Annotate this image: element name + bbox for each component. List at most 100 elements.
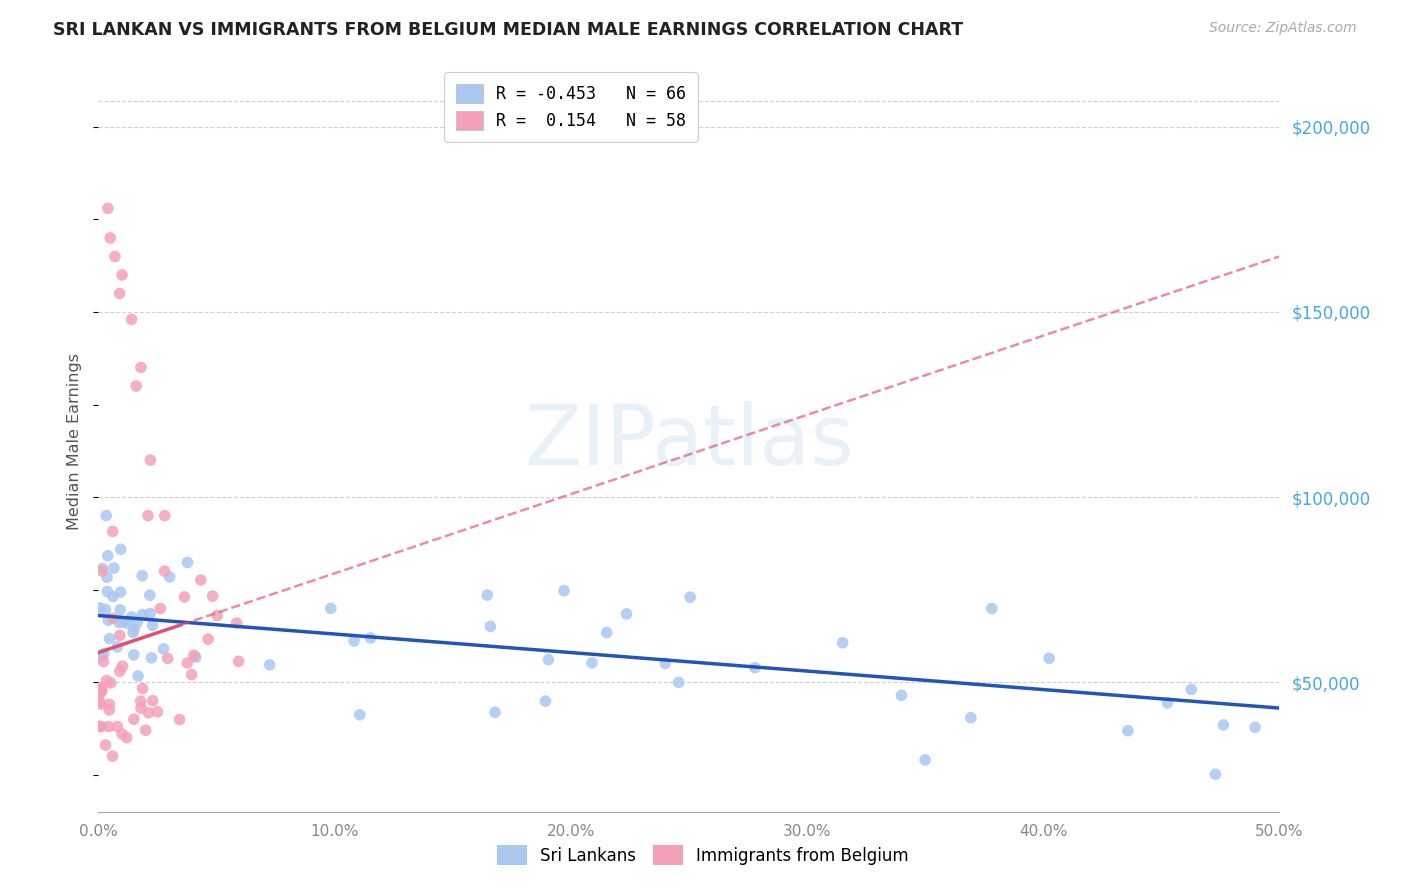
Point xyxy=(127,615,149,630)
Point xyxy=(668,675,690,690)
Point xyxy=(980,601,1002,615)
Point xyxy=(149,601,172,615)
Point xyxy=(141,618,163,632)
Point xyxy=(96,584,118,599)
Point xyxy=(131,568,153,582)
Point xyxy=(173,590,195,604)
Point xyxy=(159,570,181,584)
Point xyxy=(359,631,381,645)
Point xyxy=(135,723,157,738)
Legend: R = -0.453   N = 66, R =  0.154   N = 58: R = -0.453 N = 66, R = 0.154 N = 58 xyxy=(444,72,697,142)
Point xyxy=(108,603,131,617)
Point xyxy=(122,623,145,637)
Point xyxy=(117,616,139,631)
Point xyxy=(108,628,131,642)
Point xyxy=(484,706,506,720)
Point xyxy=(225,616,247,631)
Point xyxy=(97,202,120,216)
Point xyxy=(831,636,853,650)
Point xyxy=(349,707,371,722)
Point xyxy=(101,611,124,625)
Point xyxy=(96,673,118,688)
Y-axis label: Median Male Earnings: Median Male Earnings xyxy=(67,353,83,530)
Point xyxy=(319,601,342,615)
Point xyxy=(131,607,153,622)
Point xyxy=(96,570,118,584)
Point xyxy=(679,590,702,604)
Point xyxy=(111,268,134,282)
Point xyxy=(183,648,205,663)
Point xyxy=(228,654,250,668)
Point xyxy=(93,647,115,661)
Point xyxy=(616,607,638,621)
Point xyxy=(581,656,603,670)
Point xyxy=(105,640,128,654)
Point xyxy=(142,694,165,708)
Point xyxy=(1038,651,1060,665)
Point xyxy=(153,508,176,523)
Point xyxy=(201,589,224,603)
Point xyxy=(176,556,198,570)
Text: Source: ZipAtlas.com: Source: ZipAtlas.com xyxy=(1209,21,1357,36)
Point xyxy=(890,689,912,703)
Point xyxy=(190,573,212,587)
Point xyxy=(98,632,121,646)
Point xyxy=(960,711,983,725)
Point xyxy=(744,660,766,674)
Point xyxy=(146,705,169,719)
Point xyxy=(111,659,134,673)
Text: SRI LANKAN VS IMMIGRANTS FROM BELGIUM MEDIAN MALE EARNINGS CORRELATION CHART: SRI LANKAN VS IMMIGRANTS FROM BELGIUM ME… xyxy=(53,21,963,39)
Point xyxy=(139,607,162,621)
Point xyxy=(89,600,111,615)
Point xyxy=(1244,720,1267,734)
Point xyxy=(89,686,111,700)
Point xyxy=(108,615,131,630)
Point xyxy=(479,619,502,633)
Point xyxy=(89,681,111,696)
Point xyxy=(534,694,557,708)
Point xyxy=(90,681,112,696)
Point xyxy=(121,312,143,326)
Point xyxy=(184,650,207,665)
Point xyxy=(139,588,162,602)
Point xyxy=(156,651,179,665)
Point xyxy=(89,694,111,708)
Point xyxy=(1180,682,1202,697)
Point xyxy=(89,697,111,711)
Point xyxy=(101,749,124,764)
Point xyxy=(93,655,115,669)
Point xyxy=(197,632,219,646)
Point xyxy=(104,250,127,264)
Point xyxy=(97,720,120,734)
Point xyxy=(90,720,112,734)
Point xyxy=(141,650,163,665)
Point xyxy=(115,731,138,745)
Point xyxy=(180,667,202,681)
Point xyxy=(138,706,160,720)
Point xyxy=(91,684,114,698)
Point xyxy=(100,676,122,690)
Point xyxy=(125,379,148,393)
Point xyxy=(97,549,120,563)
Point xyxy=(101,590,124,604)
Point xyxy=(654,657,676,671)
Point xyxy=(129,694,152,708)
Point xyxy=(537,652,560,666)
Legend: Sri Lankans, Immigrants from Belgium: Sri Lankans, Immigrants from Belgium xyxy=(489,837,917,873)
Point xyxy=(122,648,145,662)
Point xyxy=(477,588,499,602)
Point xyxy=(153,564,176,578)
Point xyxy=(94,602,117,616)
Point xyxy=(97,613,120,627)
Point xyxy=(1116,723,1139,738)
Point xyxy=(121,610,143,624)
Point xyxy=(152,641,174,656)
Point xyxy=(259,657,281,672)
Point xyxy=(176,656,198,670)
Point xyxy=(136,508,159,523)
Point xyxy=(139,453,162,467)
Point xyxy=(914,753,936,767)
Point xyxy=(108,286,131,301)
Point xyxy=(110,542,132,557)
Point xyxy=(89,720,111,734)
